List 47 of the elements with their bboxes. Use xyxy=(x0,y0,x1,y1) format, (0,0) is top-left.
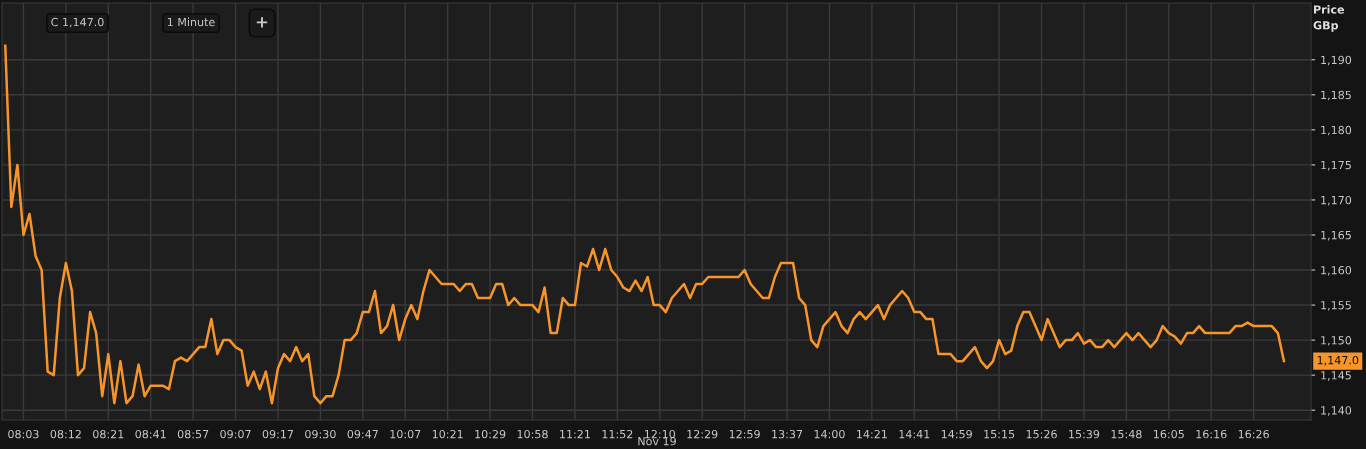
line-series xyxy=(4,44,1286,405)
x-tick-label: 16:16 xyxy=(1196,429,1227,439)
y-tick-label: 1,165 xyxy=(1321,230,1351,241)
y-tick-label: 1,180 xyxy=(1321,125,1352,136)
x-tick-label: 11:21 xyxy=(560,429,590,439)
x-tick-label: 09:07 xyxy=(220,429,251,439)
x-tick-label: 08:03 xyxy=(8,429,39,439)
y-tick-label: 1,175 xyxy=(1321,161,1351,171)
x-tick-label: 10:21 xyxy=(432,429,463,439)
y-tick-label: 1,170 xyxy=(1321,195,1352,206)
x-tick-label: 12:10 xyxy=(644,429,676,439)
x-tick-label: 16:26 xyxy=(1238,429,1269,439)
x-tick-label: 08:57 xyxy=(177,429,209,439)
y-tick-label: 1,160 xyxy=(1321,265,1352,276)
x-tick-label: 14:59 xyxy=(941,429,972,439)
x-tick-label: 08:41 xyxy=(135,429,166,439)
y-tick-label: 1,150 xyxy=(1321,336,1352,346)
x-tick-label: 14:00 xyxy=(814,429,845,439)
x-tick-label: 12:29 xyxy=(687,429,718,439)
y-tick-label: 1,190 xyxy=(1321,55,1352,66)
x-tick-label: 10:58 xyxy=(517,429,548,439)
x-tick-label: 13:37 xyxy=(772,429,803,439)
x-tick-label: 10:07 xyxy=(390,429,421,439)
x-tick-label: 10:29 xyxy=(475,429,506,439)
x-tick-label: 15:48 xyxy=(1111,429,1142,439)
x-tick-label: 11:52 xyxy=(602,429,633,439)
x-tick-label: 14:41 xyxy=(899,430,930,439)
x-tick-label: 08:12 xyxy=(50,429,81,439)
annotation: C 1,147.0 xyxy=(51,17,104,28)
text: 1,147.0 xyxy=(1317,355,1359,366)
x-tick-label: 09:47 xyxy=(347,429,378,439)
y-tick-label: 1,145 xyxy=(1321,371,1351,381)
x-tick-label: 09:30 xyxy=(305,429,336,439)
x-tick-label: 09:17 xyxy=(262,429,294,439)
x-tick-label: 12:59 xyxy=(729,429,760,439)
y-tick-label: 1,140 xyxy=(1321,406,1352,416)
y-tick-label: 1,155 xyxy=(1321,301,1351,311)
x-tick-label: 15:15 xyxy=(984,430,1015,439)
x-tick-label: 15:39 xyxy=(1069,429,1100,439)
annotation: 1 Minute xyxy=(167,17,215,27)
y-axis-title: Price GBp xyxy=(1313,5,1345,32)
x-tick-label: 14:21 xyxy=(857,429,887,439)
x-tick-label: 16:05 xyxy=(1154,429,1184,439)
x-tick-label: 08:21 xyxy=(93,429,124,439)
y-tick-label: 1,185 xyxy=(1321,90,1351,101)
annotation: + xyxy=(256,17,268,28)
x-tick-label: 15:26 xyxy=(1026,429,1057,439)
